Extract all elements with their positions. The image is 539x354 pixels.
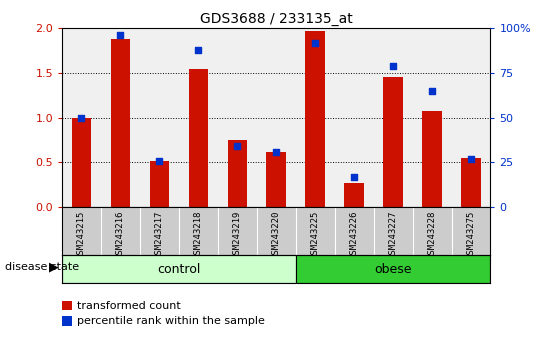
Text: control: control: [157, 263, 201, 275]
Bar: [296, 255, 490, 283]
Text: GSM243218: GSM243218: [194, 211, 203, 259]
Point: [116, 33, 125, 38]
Point: [77, 115, 86, 121]
Bar: [423, 110, 442, 207]
Text: obese: obese: [375, 263, 412, 275]
Bar: [150, 161, 169, 207]
Bar: [266, 152, 286, 207]
Text: GSM243216: GSM243216: [116, 211, 125, 259]
Point: [311, 40, 320, 45]
Text: ▶: ▶: [49, 261, 58, 274]
Text: GSM243227: GSM243227: [389, 211, 398, 259]
Point: [389, 63, 397, 69]
Text: GSM243219: GSM243219: [233, 211, 242, 259]
Bar: [227, 140, 247, 207]
Title: GDS3688 / 233135_at: GDS3688 / 233135_at: [200, 12, 353, 26]
Text: GSM243215: GSM243215: [77, 211, 86, 259]
Bar: [72, 118, 91, 207]
Point: [467, 156, 475, 162]
Bar: [110, 39, 130, 207]
Point: [233, 143, 241, 149]
Point: [155, 158, 164, 164]
Point: [350, 174, 358, 179]
Point: [194, 47, 203, 53]
Bar: [383, 76, 403, 207]
Bar: [62, 316, 72, 326]
Bar: [461, 158, 481, 207]
Text: GSM243226: GSM243226: [350, 211, 358, 259]
Point: [272, 149, 280, 154]
Text: GSM243225: GSM243225: [310, 211, 320, 259]
Text: GSM243217: GSM243217: [155, 211, 164, 259]
Text: percentile rank within the sample: percentile rank within the sample: [77, 316, 265, 326]
Text: GSM243228: GSM243228: [427, 211, 437, 259]
Bar: [344, 183, 364, 207]
Text: disease state: disease state: [5, 262, 80, 272]
Point: [428, 88, 437, 94]
Text: GSM243275: GSM243275: [467, 211, 475, 259]
Bar: [62, 301, 72, 310]
Text: GSM243220: GSM243220: [272, 211, 281, 259]
Bar: [306, 31, 325, 207]
Bar: [62, 255, 296, 283]
Bar: [189, 69, 208, 207]
Text: transformed count: transformed count: [77, 301, 181, 310]
